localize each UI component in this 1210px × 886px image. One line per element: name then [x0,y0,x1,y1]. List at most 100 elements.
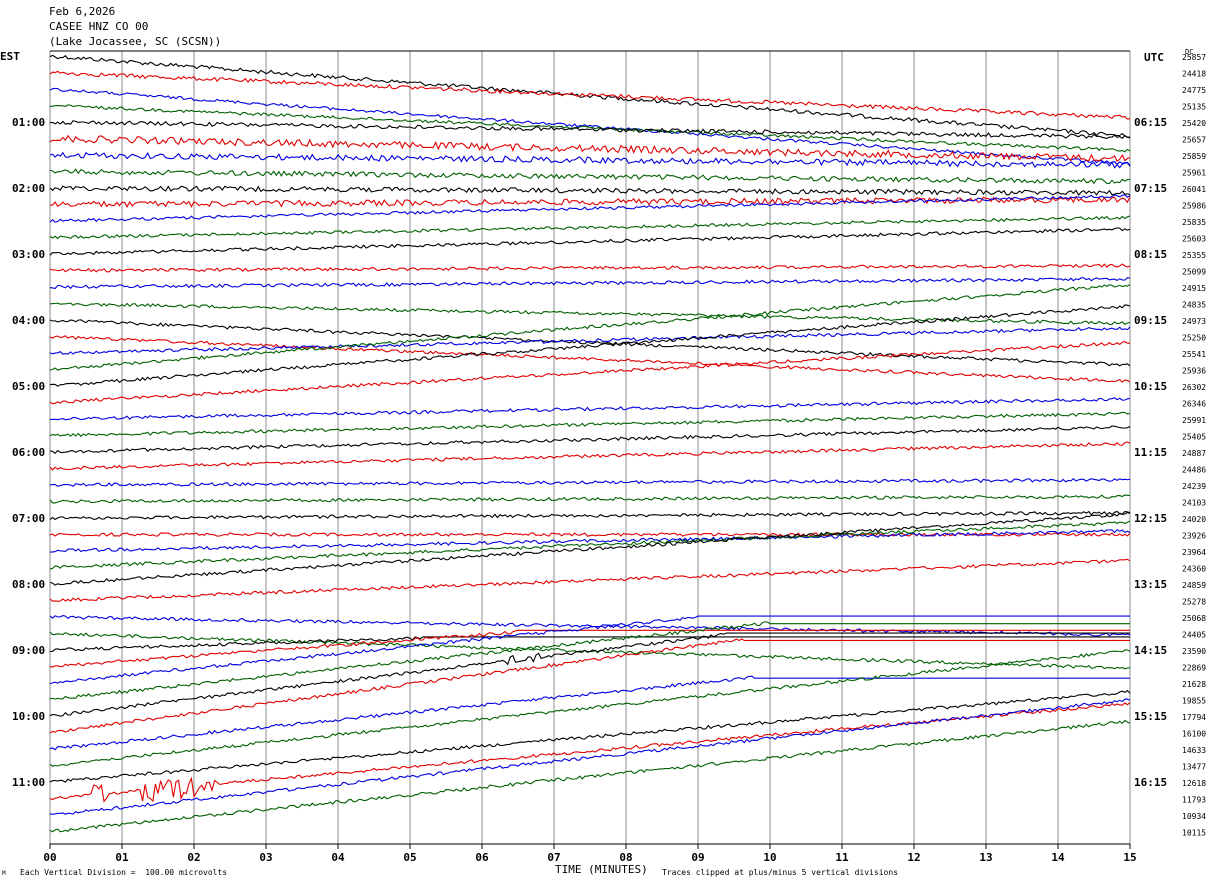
seismic-trace [49,185,1131,196]
dc-value-label: 22869 [1182,664,1206,673]
seismic-trace [49,284,1131,371]
dc-value-label: 25859 [1182,152,1206,161]
right-hour-label: 06:15 [1134,116,1167,129]
x-axis-title: TIME (MINUTES) [555,863,648,876]
left-hour-label: 07:00 [12,512,45,525]
seismic-trace [49,532,1131,537]
seismic-trace [49,632,1130,717]
dc-value-label: 26346 [1182,400,1206,409]
right-timezone-label: UTC [1144,51,1164,64]
seismic-trace [49,621,1130,700]
dc-value-label: 11793 [1182,796,1206,805]
seismic-trace [49,263,1131,273]
dc-value-label: 23964 [1182,548,1206,557]
left-hour-label: 01:00 [12,116,45,129]
seismic-trace [49,510,1131,521]
right-hour-label: 07:15 [1134,182,1167,195]
left-hour-label: 04:00 [12,314,45,327]
dc-value-label: 23926 [1182,532,1206,541]
seismic-trace [49,168,1130,185]
dc-value-label: 24973 [1182,317,1206,326]
seismic-trace [49,277,1131,290]
dc-value-label: 25603 [1182,235,1206,244]
seismic-trace [49,215,1131,240]
right-hour-label: 12:15 [1134,512,1167,525]
seismic-trace [49,558,1131,602]
seismic-trace [49,629,1130,668]
dc-header-label: DC [1185,48,1194,56]
x-tick-label: 10 [763,851,776,864]
seismic-trace [49,511,1131,586]
right-hour-label: 15:15 [1134,710,1167,723]
left-hour-label: 05:00 [12,380,45,393]
x-tick-label: 12 [907,851,920,864]
right-hour-label: 13:15 [1134,578,1167,591]
seismic-trace [49,194,1131,223]
right-hour-label: 16:15 [1134,776,1167,789]
seismic-trace [49,675,1130,751]
date-label: Feb 6,2026 [49,5,116,18]
x-tick-label: 05 [403,851,416,864]
dc-value-label: 25541 [1182,350,1206,359]
seismic-trace [49,335,1131,383]
dc-value-label: 25135 [1182,103,1206,112]
seismic-trace [49,441,1131,471]
seismic-trace [49,520,1131,570]
seismic-trace [49,302,1131,326]
dc-value-label: 25405 [1182,433,1206,442]
left-hour-label: 10:00 [12,710,45,723]
location-label: (Lake Jocassee, SC (SCSN)) [49,35,222,48]
dc-value-label: 24775 [1182,86,1206,95]
seismic-trace [49,528,1131,553]
dc-value-label: 24103 [1182,499,1206,508]
seismic-trace [49,689,1131,783]
x-tick-label: 15 [1123,851,1136,864]
seismic-trace [49,411,1131,438]
seismic-trace [49,615,1130,685]
x-tick-label: 08 [619,851,632,864]
dc-value-label: 12618 [1182,779,1206,788]
dc-value-label: 25961 [1182,169,1206,178]
left-hour-label: 11:00 [12,776,45,789]
seismic-trace [49,227,1131,256]
left-hour-label: 03:00 [12,248,45,261]
x-tick-label: 13 [979,851,992,864]
seismic-trace [49,104,1131,153]
seismic-trace [49,341,1131,405]
dc-value-label: 25068 [1182,614,1206,623]
dc-value-label: 25986 [1182,202,1206,211]
dc-value-label: 24859 [1182,581,1206,590]
footer-division-note: Each Vertical Division = 100.00 microvol… [20,868,228,877]
left-timezone-label: EST [0,50,20,63]
dc-value-label: 10934 [1182,812,1206,821]
dc-value-label: 17794 [1182,713,1206,722]
dc-value-label: 24418 [1182,70,1206,79]
dc-value-label: 10115 [1182,829,1206,838]
station-label: CASEE HNZ CO 00 [49,20,149,33]
seismic-trace [49,151,1131,169]
dc-value-label: 24835 [1182,301,1206,310]
dc-value-label: 16100 [1182,730,1206,739]
right-hour-label: 10:15 [1134,380,1167,393]
right-hour-label: 11:15 [1134,446,1167,459]
seismic-trace [49,719,1131,833]
footer-clip-note: Traces clipped at plus/minus 5 vertical … [662,868,899,877]
dc-value-label: 24239 [1182,482,1206,491]
dc-value-label: 19855 [1182,697,1206,706]
dc-value-label: 25991 [1182,416,1206,425]
x-tick-label: 00 [43,851,56,864]
dc-value-label: 25099 [1182,268,1206,277]
seismic-trace [49,494,1131,504]
x-tick-label: 03 [259,851,272,864]
dc-value-label: 23590 [1182,647,1206,656]
seismic-trace [49,649,1131,768]
seismic-trace [49,425,1131,455]
corner-mark: M [2,870,6,877]
dc-value-label: 25250 [1182,334,1206,343]
x-tick-label: 01 [115,851,129,864]
dc-value-label: 25355 [1182,251,1206,260]
dc-value-label: 25835 [1182,218,1206,227]
seismic-trace [49,638,1130,734]
dc-value-label: 24405 [1182,631,1206,640]
right-hour-label: 08:15 [1134,248,1167,261]
